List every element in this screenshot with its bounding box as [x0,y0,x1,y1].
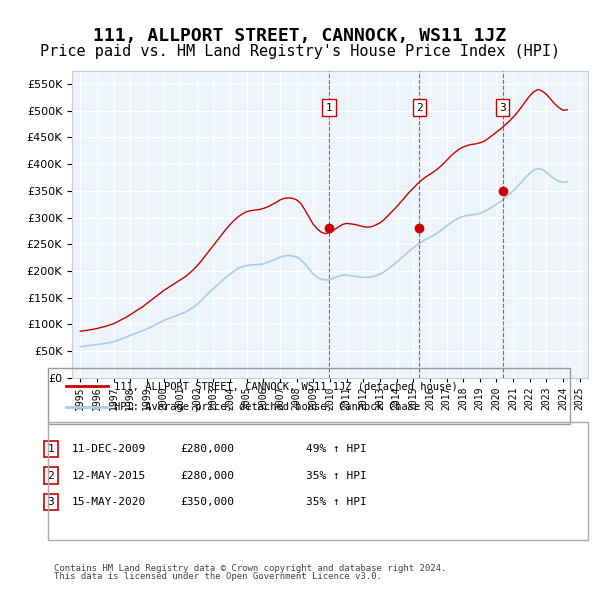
Text: 11-DEC-2009: 11-DEC-2009 [72,444,146,454]
Text: 35% ↑ HPI: 35% ↑ HPI [306,497,367,507]
Text: 111, ALLPORT STREET, CANNOCK, WS11 1JZ (detached house): 111, ALLPORT STREET, CANNOCK, WS11 1JZ (… [114,382,458,391]
Text: 2: 2 [416,103,423,113]
Text: 15-MAY-2020: 15-MAY-2020 [72,497,146,507]
Text: 12-MAY-2015: 12-MAY-2015 [72,471,146,480]
Text: 111, ALLPORT STREET, CANNOCK, WS11 1JZ: 111, ALLPORT STREET, CANNOCK, WS11 1JZ [94,27,506,45]
Text: 3: 3 [47,497,55,507]
Text: £280,000: £280,000 [180,444,234,454]
Text: £280,000: £280,000 [180,471,234,480]
Text: Contains HM Land Registry data © Crown copyright and database right 2024.: Contains HM Land Registry data © Crown c… [54,565,446,573]
Text: £350,000: £350,000 [180,497,234,507]
Text: 49% ↑ HPI: 49% ↑ HPI [306,444,367,454]
Text: 35% ↑ HPI: 35% ↑ HPI [306,471,367,480]
Text: 3: 3 [499,103,506,113]
Text: HPI: Average price, detached house, Cannock Chase: HPI: Average price, detached house, Cann… [114,402,420,412]
Text: This data is licensed under the Open Government Licence v3.0.: This data is licensed under the Open Gov… [54,572,382,581]
Text: Price paid vs. HM Land Registry's House Price Index (HPI): Price paid vs. HM Land Registry's House … [40,44,560,59]
Text: 2: 2 [47,471,55,480]
Text: 1: 1 [326,103,332,113]
Text: 1: 1 [47,444,55,454]
